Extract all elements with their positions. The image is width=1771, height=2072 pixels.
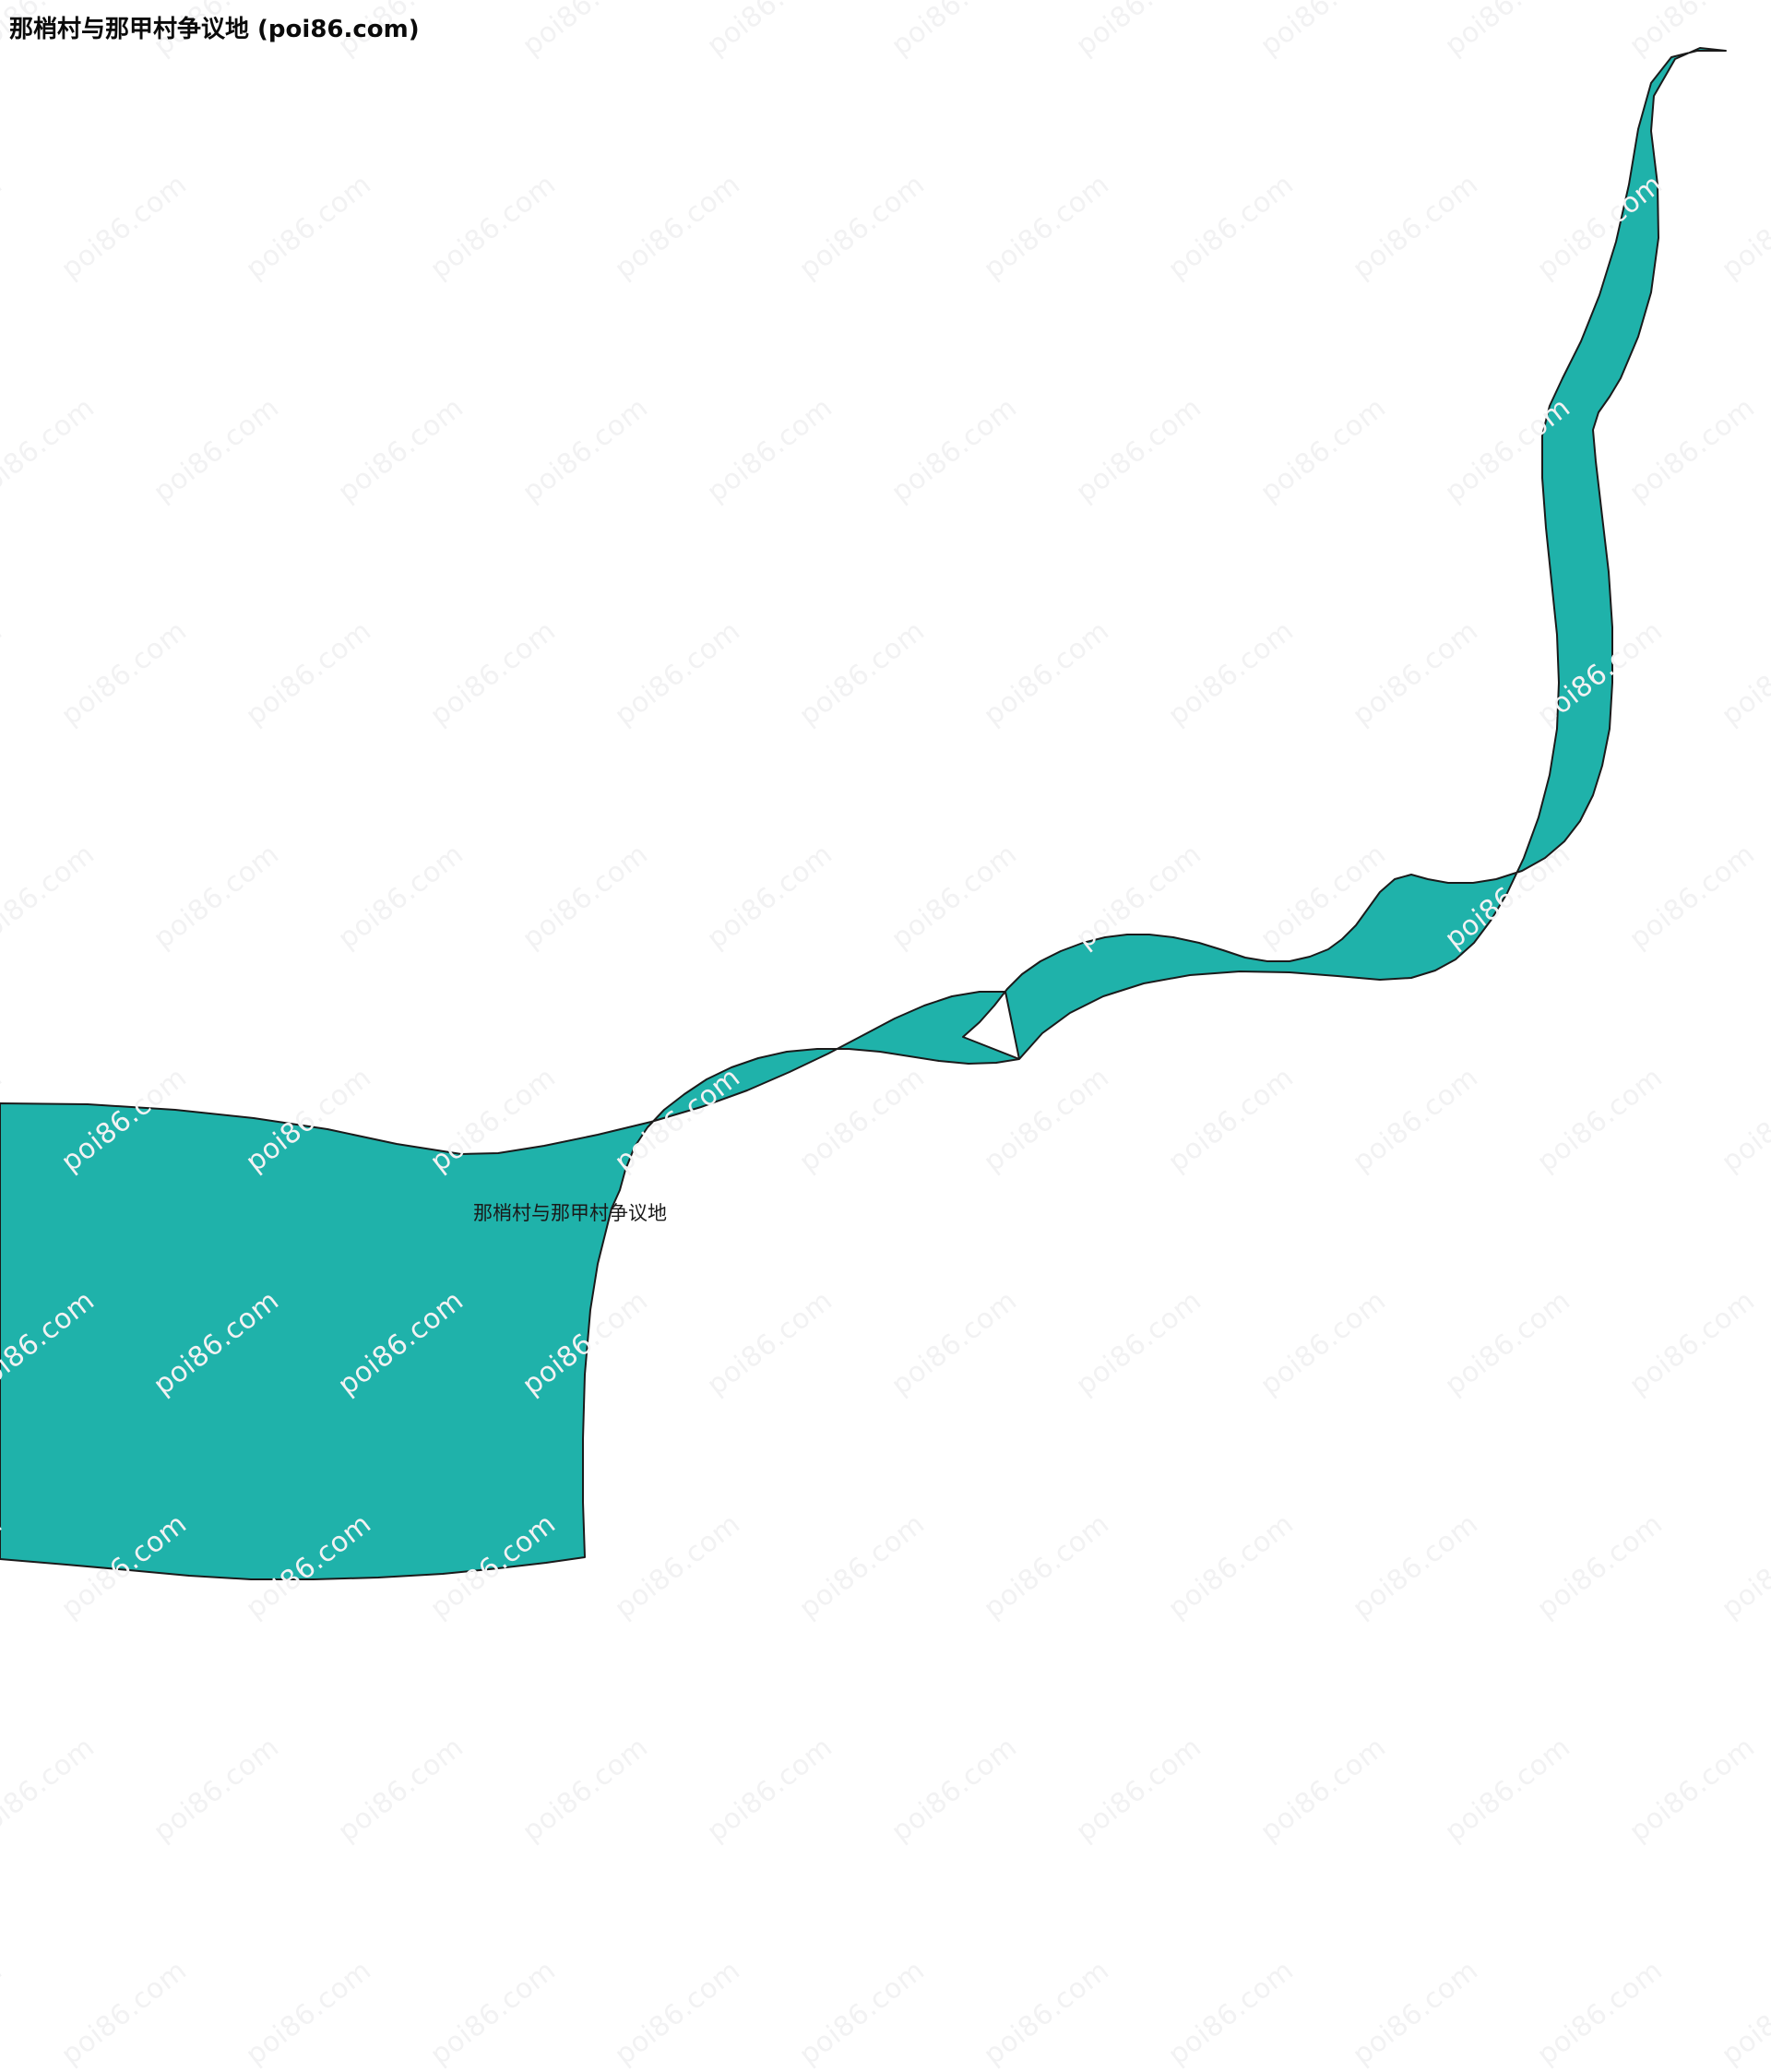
watermark-text: poi86.com <box>1070 1731 1208 1849</box>
watermark-text: poi86.com <box>148 1731 286 1849</box>
watermark-text: poi86.com <box>517 1731 655 1849</box>
map-feature-label: 那梢村与那甲村争议地 <box>473 1202 667 1224</box>
watermark-text: poi86.com <box>793 1954 932 2072</box>
page-title: 那梢村与那甲村争议地 (poi86.com) <box>9 16 420 43</box>
watermark-text: poi86.com <box>1623 1731 1762 1849</box>
watermark-text: poi86.com <box>1531 1954 1670 2072</box>
watermark-text: poi86.com <box>0 1954 9 2072</box>
watermark-text: poi86.com <box>1254 1731 1393 1849</box>
watermark-text: poi86.com <box>886 1731 1024 1849</box>
watermark-text: poi86.com <box>1439 1731 1577 1849</box>
disputed-area-polygon[interactable] <box>0 47 1727 1580</box>
watermark-text: poi86.com <box>332 1731 470 1849</box>
watermark-text: poi86.com <box>1347 1954 1485 2072</box>
watermark-text: poi86.com <box>609 1954 747 2072</box>
watermark-text: poi86.com <box>701 1731 839 1849</box>
watermark-text: poi86.com <box>240 1954 378 2072</box>
watermark-text: poi86.com <box>978 1954 1116 2072</box>
watermark-text: poi86.com <box>1162 1954 1301 2072</box>
watermark-text: poi86.com <box>424 1954 563 2072</box>
map-canvas <box>0 47 1727 1580</box>
watermark-text: poi86.com <box>55 1954 194 2072</box>
watermark-text: poi86.com <box>1716 1954 1771 2072</box>
watermark-text: poi86.com <box>0 1731 101 1849</box>
